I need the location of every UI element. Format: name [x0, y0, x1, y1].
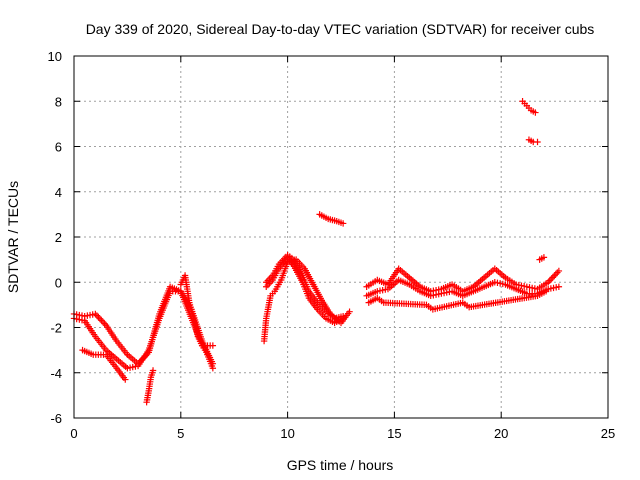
- data-marks: [70, 98, 563, 406]
- data-point: [555, 283, 563, 290]
- data-point: [149, 367, 157, 374]
- y-tick-label: 4: [55, 185, 62, 200]
- x-tick-label: 15: [387, 426, 401, 441]
- data-point: [346, 308, 353, 315]
- data-point: [101, 320, 108, 327]
- x-tick-label: 0: [70, 426, 77, 441]
- data-point: [552, 270, 560, 278]
- series-band-n: [525, 136, 541, 146]
- series-band-i: [316, 211, 347, 227]
- plot-frame: [73, 55, 609, 419]
- data-point: [339, 220, 347, 227]
- axis-ticks: 0 5 10 15 20 25 -6 -4 -2 0 2 4 6 8 10: [48, 49, 616, 441]
- data-point: [99, 318, 107, 326]
- data-point: [540, 254, 548, 261]
- y-tick-label: 8: [55, 94, 62, 109]
- y-tick-label: 2: [55, 230, 62, 245]
- data-point: [122, 376, 129, 383]
- y-tick-label: 6: [55, 140, 62, 155]
- data-point: [98, 317, 105, 324]
- series-band-k: [363, 276, 563, 300]
- data-point: [96, 315, 104, 322]
- data-point: [95, 313, 102, 321]
- x-tick-label: 5: [177, 426, 184, 441]
- series-band-d: [143, 367, 157, 406]
- y-axis-label: SDTVAR / TECUs: [5, 181, 21, 293]
- grid-lines: [74, 56, 608, 418]
- data-point: [554, 269, 561, 276]
- data-point: [209, 342, 217, 349]
- x-tick-label: 10: [280, 426, 294, 441]
- series-band-h: [260, 256, 353, 345]
- chart-title: Day 339 of 2020, Sidereal Day-to-day VTE…: [86, 21, 595, 37]
- data-point: [555, 267, 563, 275]
- data-point: [209, 365, 217, 372]
- data-point: [548, 275, 555, 283]
- data-point: [542, 288, 550, 295]
- series-band-c: [79, 346, 129, 383]
- data-point: [93, 312, 101, 319]
- series-band-l: [365, 288, 550, 313]
- x-tick-label: 25: [601, 426, 615, 441]
- data-point: [546, 277, 553, 284]
- series-band-m: [519, 98, 539, 116]
- series-band-e: [177, 272, 217, 372]
- y-tick-label: 10: [48, 49, 62, 64]
- y-tick-label: 0: [55, 275, 62, 290]
- x-tick-label: 20: [494, 426, 508, 441]
- x-axis-label: GPS time / hours: [287, 457, 394, 473]
- y-tick-label: -2: [50, 321, 62, 336]
- data-point: [551, 272, 558, 279]
- y-tick-label: -4: [50, 366, 62, 381]
- data-point: [532, 109, 539, 116]
- y-tick-label: -6: [50, 411, 62, 426]
- data-point: [534, 138, 541, 146]
- series-band-j: [363, 265, 563, 295]
- series-band-o: [536, 254, 548, 263]
- data-point: [549, 274, 556, 281]
